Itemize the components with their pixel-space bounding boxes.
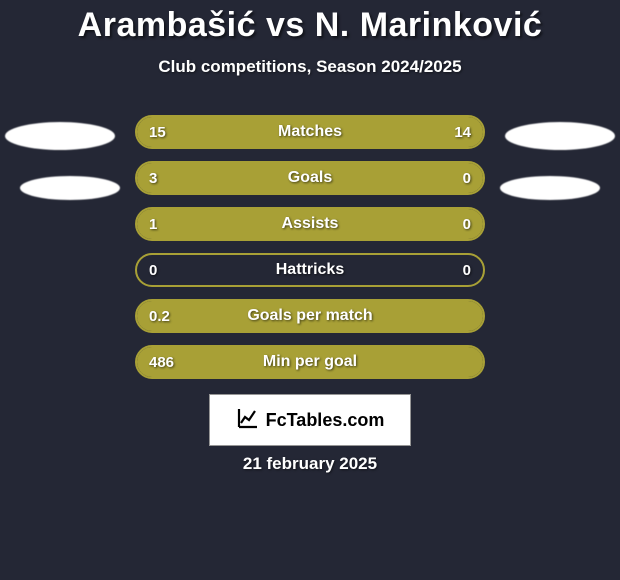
stat-row: 486Min per goal [135, 345, 485, 379]
player-left-oval-2 [20, 176, 120, 200]
stat-bar-right [317, 117, 483, 147]
stat-bar-right [397, 163, 484, 193]
page-subtitle: Club competitions, Season 2024/2025 [0, 57, 620, 77]
stat-value-right: 0 [463, 255, 471, 285]
stat-row: 15Matches14 [135, 115, 485, 149]
page-title: Arambašić vs N. Marinković [0, 0, 620, 45]
chart-icon [236, 406, 260, 435]
stat-bar-right [397, 209, 484, 239]
stat-row: 1Assists0 [135, 207, 485, 241]
brand-badge[interactable]: FcTables.com [209, 394, 411, 446]
stat-row: 0.2Goals per match [135, 299, 485, 333]
stat-label: Hattricks [137, 255, 483, 285]
stat-bar-left [137, 347, 483, 377]
stat-row: 0Hattricks0 [135, 253, 485, 287]
brand-label: FcTables.com [266, 410, 385, 431]
player-left-oval-1 [5, 122, 115, 150]
stat-bar-left [137, 209, 397, 239]
stat-row: 3Goals0 [135, 161, 485, 195]
stat-value-left: 0 [149, 255, 157, 285]
stat-bar-left [137, 117, 317, 147]
stat-bar-left [137, 301, 483, 331]
player-right-oval-1 [505, 122, 615, 150]
stats-container: 15Matches14 3Goals0 1Assists0 0Hattricks0 0.… [135, 115, 485, 391]
stat-bar-left [137, 163, 397, 193]
player-right-oval-2 [500, 176, 600, 200]
footer-date: 21 february 2025 [0, 454, 620, 474]
